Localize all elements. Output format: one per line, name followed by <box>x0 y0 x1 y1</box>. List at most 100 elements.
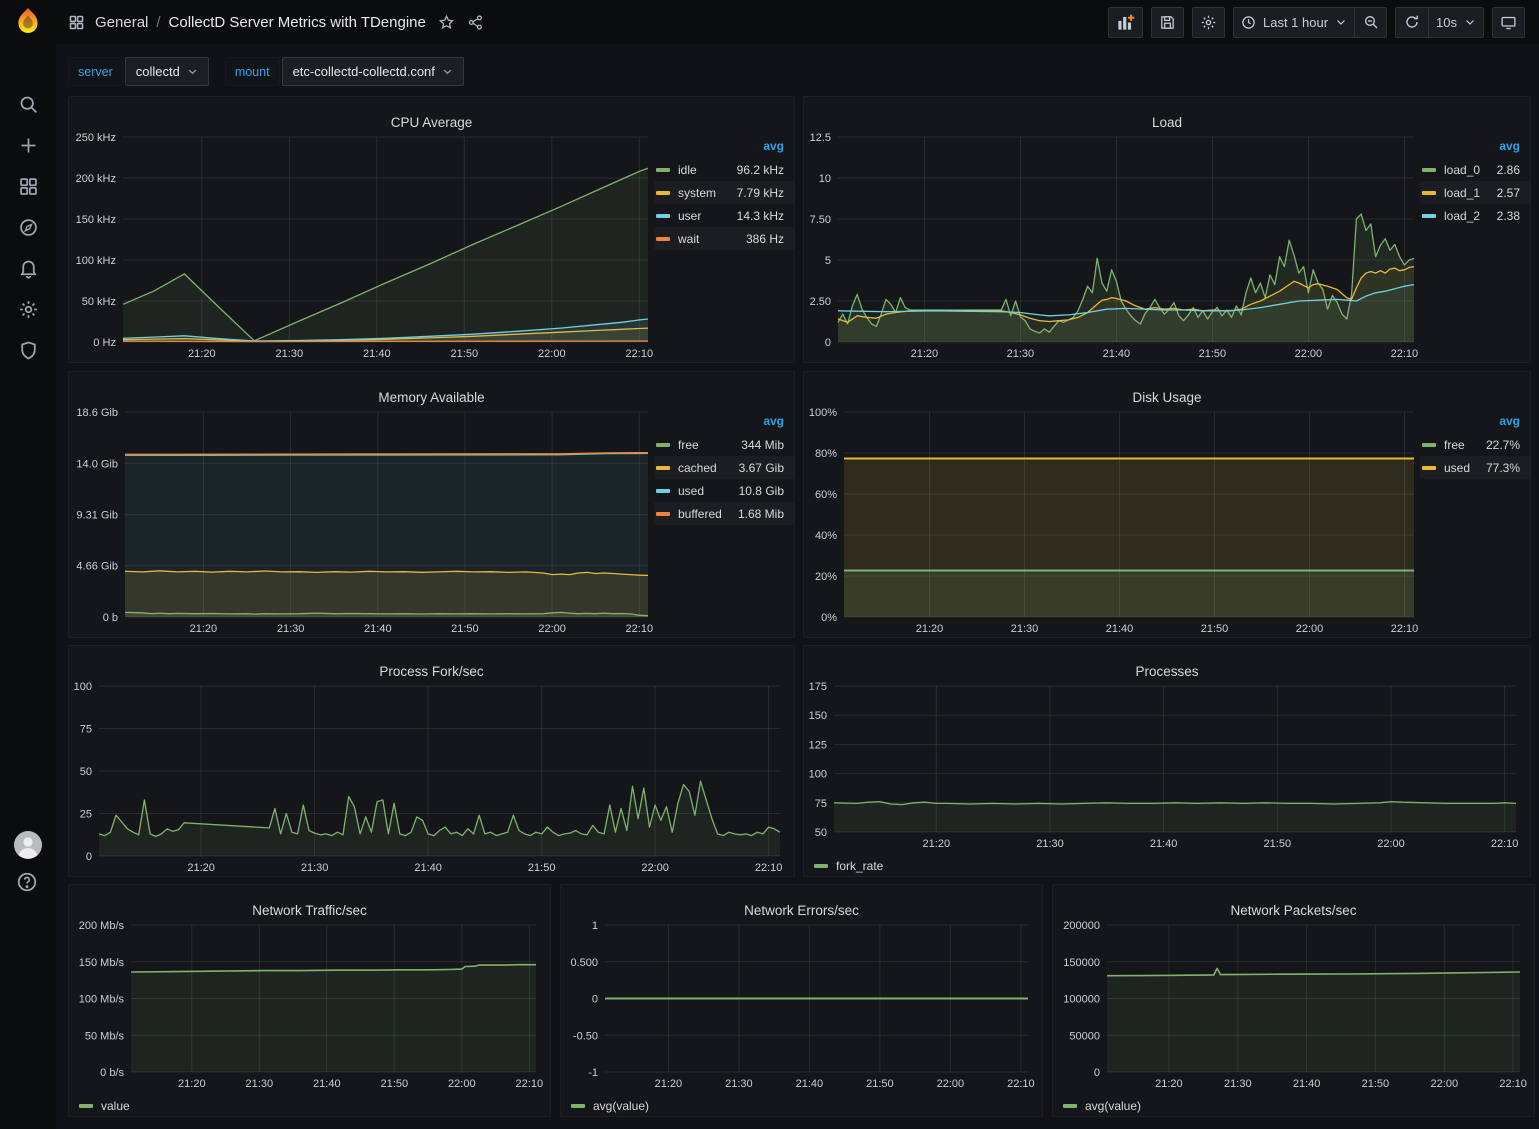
x-tick-label: 21:20 <box>655 1078 683 1090</box>
x-tick-label: 22:10 <box>1007 1078 1035 1090</box>
legend-item-load_0[interactable]: load_0 2.86 <box>1420 158 1530 181</box>
chart-canvas[interactable]: 0 50000 100000 150000 200000 21:20 21:30 21:40 2… <box>1053 915 1534 1092</box>
grafana-logo[interactable] <box>12 6 44 38</box>
legend-item-fork_rate[interactable]: fork_rate <box>814 859 883 873</box>
search-icon[interactable] <box>16 92 40 116</box>
panel-title[interactable]: Process Fork/sec <box>379 664 484 680</box>
chart-canvas[interactable]: 0% 20% 40% 60% 80% 100% 21:20 21:30 21:40 21:50 22… <box>804 402 1420 637</box>
zoom-out-time-button[interactable] <box>1354 6 1388 38</box>
plus-icon[interactable] <box>16 133 40 157</box>
panel-title[interactable]: Load <box>1151 115 1183 131</box>
variable-server-value[interactable]: collectd <box>124 57 209 86</box>
legend-item-used[interactable]: used 77.3% <box>1420 456 1530 479</box>
legend-avg-value: 22.7% <box>1485 437 1520 452</box>
panel-title[interactable]: Network Packets/sec <box>1230 903 1357 919</box>
server-admin-shield-icon[interactable] <box>16 338 40 362</box>
y-tick-label: 150000 <box>1063 957 1100 969</box>
legend-series-name: avg(value) <box>1085 1099 1142 1113</box>
legend-item-buffered[interactable]: buffered 1.68 Mib <box>654 502 794 525</box>
disk-usage-chart[interactable]: 0% 20% 40% 60% 80% 100% 21:20 21:30 21:40 21:50 22… <box>804 402 1420 637</box>
y-tick-label: 0 <box>592 994 598 1006</box>
tv-kiosk-mode-button[interactable] <box>1492 6 1525 38</box>
x-tick-label: 21:40 <box>1150 838 1178 850</box>
time-range-picker[interactable]: Last 1 hour <box>1232 6 1355 38</box>
series-color-swatch <box>814 864 828 868</box>
legend-avg-header[interactable]: avg <box>763 139 784 153</box>
legend-avg-value: 344 Mib <box>741 437 784 452</box>
legend-series-name: idle <box>678 162 697 177</box>
x-tick-label: 21:50 <box>866 1078 894 1090</box>
variable-mount-value[interactable]: etc-collectd-collectd.conf <box>281 57 464 86</box>
network-packets-chart[interactable]: 0 50000 100000 150000 200000 21:20 21:30 21:40 2… <box>1053 915 1534 1092</box>
legend-avg-value: 2.38 <box>1496 208 1520 223</box>
panel-title[interactable]: Network Errors/sec <box>744 903 859 919</box>
user-avatar[interactable] <box>14 831 42 859</box>
load-chart[interactable]: 0 2.50 5 7.50 10 12.5 21:20 21:30 21:40 21:50 22:0… <box>804 127 1420 362</box>
breadcrumb-separator: / <box>156 13 161 31</box>
chart-canvas[interactable]: 50 75 100 125 150 175 21:20 21:30 21:40 21:50 22:0… <box>804 676 1530 852</box>
panel-title[interactable]: CPU Average <box>390 115 473 131</box>
x-tick-label: 22:00 <box>1295 348 1323 360</box>
processes-chart[interactable]: 50 75 100 125 150 175 21:20 21:30 21:40 21:50 22:0… <box>804 676 1530 852</box>
network-traffic-chart[interactable]: 0 b/s 50 Mb/s 100 Mb/s 150 Mb/s 200 Mb/s 21:2… <box>69 915 550 1092</box>
refresh-interval-picker[interactable]: 10s <box>1428 6 1484 38</box>
x-tick-label: 21:30 <box>1007 348 1035 360</box>
legend-item-avg(value)[interactable]: avg(value) <box>1063 1099 1141 1113</box>
legend-avg-header[interactable]: avg <box>1499 139 1520 153</box>
share-dashboard-icon[interactable] <box>467 14 484 31</box>
series-color-swatch <box>79 1104 93 1108</box>
legend-item-value[interactable]: value <box>79 1099 130 1113</box>
legend-item-idle[interactable]: idle 96.2 kHz <box>654 158 794 181</box>
y-tick-label: 75 <box>815 798 827 810</box>
y-tick-label: 250 kHz <box>76 132 116 144</box>
network-errors-chart[interactable]: -1 -0.50 0 0.500 1 21:20 21:30 21:40 21:50 22:00 2… <box>561 915 1042 1092</box>
chart-canvas[interactable]: 0 b/s 50 Mb/s 100 Mb/s 150 Mb/s 200 Mb/s 21:2… <box>69 915 550 1092</box>
chart-canvas[interactable]: -1 -0.50 0 0.500 1 21:20 21:30 21:40 21:50 22:00 2… <box>561 915 1042 1092</box>
dashboards-icon[interactable] <box>16 174 40 198</box>
help-icon[interactable] <box>16 871 40 895</box>
legend-item-free[interactable]: free 22.7% <box>1420 433 1530 456</box>
panel-title[interactable]: Memory Available <box>378 390 485 406</box>
series-color-swatch <box>1422 442 1436 447</box>
star-dashboard-icon[interactable] <box>438 14 455 31</box>
legend-item-system[interactable]: system 7.79 kHz <box>654 181 794 204</box>
panel-title[interactable]: Network Traffic/sec <box>252 903 367 919</box>
alerting-bell-icon[interactable] <box>16 256 40 280</box>
save-dashboard-button[interactable] <box>1150 6 1184 38</box>
chart-canvas[interactable]: 0 b 4.66 Gib 9.31 Gib 14.0 Gib 18.6 Gib 21:20… <box>69 402 654 637</box>
panel-title[interactable]: Processes <box>1135 664 1199 680</box>
cpu-average-chart[interactable]: 0 Hz 50 kHz 100 kHz 150 kHz 200 kHz 250 kHz 21… <box>69 127 654 362</box>
panel-cpu-average: CPU Average 0 Hz 50 kHz 100 kHz 150 kHz 200 … <box>68 96 795 363</box>
series-color-swatch <box>656 488 670 493</box>
series-line-cached <box>124 570 649 577</box>
legend-item-load_2[interactable]: load_2 2.38 <box>1420 204 1530 227</box>
series-fill-fork_rate <box>834 801 1516 832</box>
chart-canvas[interactable]: 0 Hz 50 kHz 100 kHz 150 kHz 200 kHz 250 kHz 21… <box>69 127 654 362</box>
memory-available-chart[interactable]: 0 b 4.66 Gib 9.31 Gib 14.0 Gib 18.6 Gib 21:20… <box>69 402 654 637</box>
explore-compass-icon[interactable] <box>16 215 40 239</box>
legend-avg-header[interactable]: avg <box>763 414 784 428</box>
x-tick-label: 22:10 <box>1499 1078 1527 1090</box>
configuration-gear-icon[interactable] <box>16 297 40 321</box>
dashboard-settings-button[interactable] <box>1191 6 1225 38</box>
panel-title[interactable]: Disk Usage <box>1132 390 1202 406</box>
breadcrumb-folder[interactable]: General <box>95 13 149 31</box>
legend-item-load_1[interactable]: load_1 2.57 <box>1420 181 1530 204</box>
x-tick-label: 21:20 <box>187 862 215 874</box>
add-panel-button[interactable] <box>1107 6 1143 38</box>
legend-item-wait[interactable]: wait 386 Hz <box>654 227 794 250</box>
legend-avg-header[interactable]: avg <box>1499 414 1520 428</box>
legend-item-cached[interactable]: cached 3.67 Gib <box>654 456 794 479</box>
process-fork-chart[interactable]: 0 25 50 75 100 21:20 21:30 21:40 21:50 22:00 22:10 <box>69 676 794 876</box>
chart-canvas[interactable]: 0 2.50 5 7.50 10 12.5 21:20 21:30 21:40 21:50 22:0… <box>804 127 1420 362</box>
refresh-button[interactable] <box>1395 6 1429 38</box>
series-color-swatch <box>1422 465 1436 470</box>
chart-canvas[interactable]: 0 25 50 75 100 21:20 21:30 21:40 21:50 22:00 22:10 <box>69 676 794 876</box>
legend-item-avg(value)[interactable]: avg(value) <box>571 1099 649 1113</box>
legend-item-user[interactable]: user 14.3 kHz <box>654 204 794 227</box>
legend-item-used[interactable]: used 10.8 Gib <box>654 479 794 502</box>
legend-avg-value: 386 Hz <box>745 231 784 246</box>
legend-item-free[interactable]: free 344 Mib <box>654 433 794 456</box>
load-legend: avg load_0 2.86 load_1 2.57 load_2 2.38 <box>1420 127 1530 362</box>
series-color-swatch <box>571 1104 585 1108</box>
